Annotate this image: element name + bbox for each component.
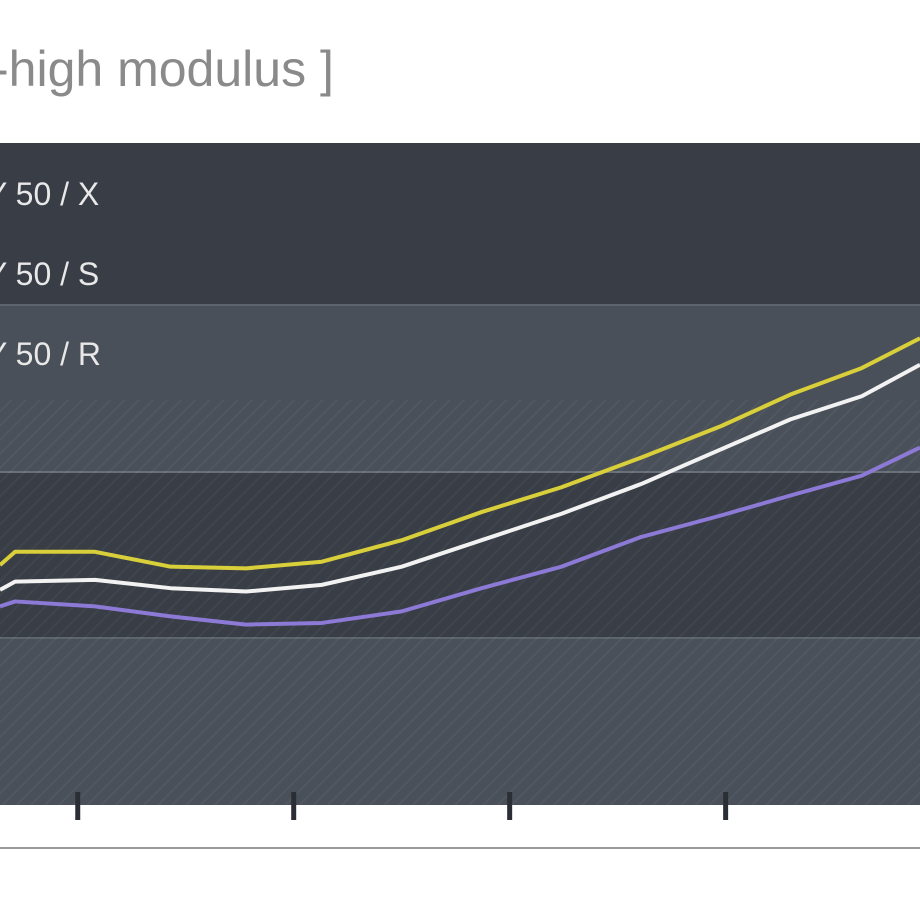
- legend-label: Y 50 / R: [0, 336, 101, 372]
- legend-label: Y 50 / S: [0, 256, 99, 292]
- chart-title: -high modulus ]: [0, 41, 334, 97]
- legend-label: Y 50 / X: [0, 176, 99, 212]
- data-line: [0, 363, 920, 594]
- data-line: [0, 336, 920, 571]
- plot-background: [0, 143, 920, 805]
- data-line: [0, 445, 920, 627]
